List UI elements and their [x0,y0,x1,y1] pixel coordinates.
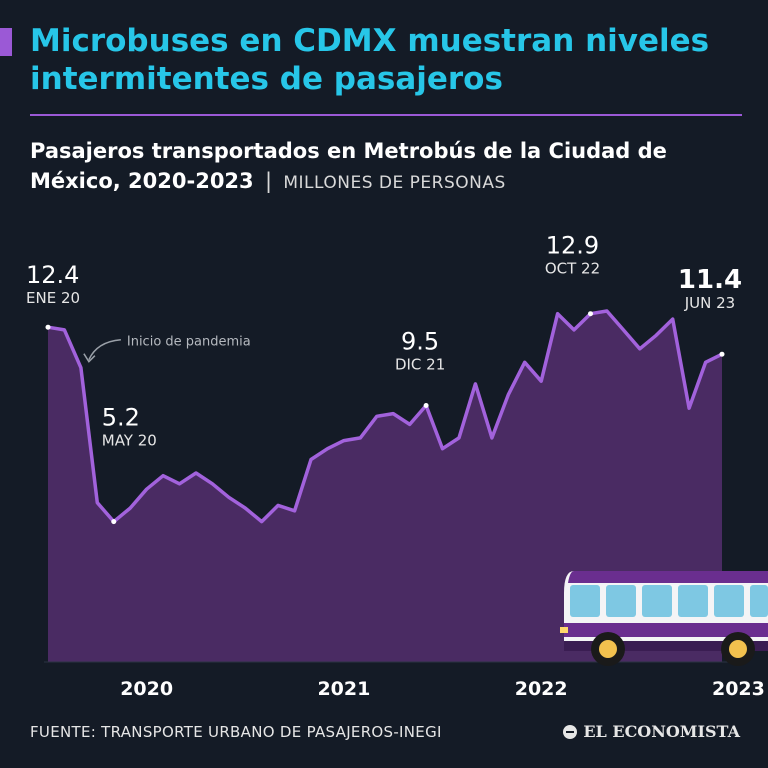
annotation-marker [719,351,725,357]
annotation-value: 11.4 [678,265,742,295]
x-tick-label: 2023 [712,678,765,700]
annotation-date: ENE 20 [26,289,80,307]
callout-arrowhead [83,353,96,363]
subtitle-separator: | [264,169,273,193]
annotation-marker [45,324,51,330]
x-axis: 2020 2021 2022 2023 [120,678,765,700]
annotation-marker [587,311,593,317]
annotation-date: JUN 23 [684,294,735,312]
brand-mark-icon [563,724,578,739]
area-fill [48,311,722,662]
annotation-marker [423,403,429,408]
annotation-marker [111,519,117,525]
annotation-date: DIC 21 [395,356,445,374]
annotation-date: OCT 22 [545,260,600,278]
callout-text: Inicio de pandemia [127,335,251,350]
series-line [47,309,723,524]
chart-subtitle: Pasajeros transportados en Metrobús de l… [30,136,750,198]
x-tick-label: 2022 [515,678,568,700]
annotation-date: MAY 20 [102,432,157,450]
annotation-value: 9.5 [401,328,439,356]
accent-bar [0,28,12,56]
annotation-value: 12.9 [546,232,599,260]
source-note: FUENTE: TRANSPORTE URBANO DE PASAJEROS-I… [30,723,442,741]
annotation-value: 5.2 [102,404,140,432]
brand-logo: EL ECONOMISTA [563,722,740,741]
bus-icon [560,571,768,666]
area-layer [44,309,740,663]
x-tick-label: 2021 [317,678,370,700]
brand-name: EL ECONOMISTA [583,722,740,741]
page-title: Microbuses en CDMX muestran niveles inte… [30,23,710,97]
x-tick-label: 2020 [120,678,173,700]
unit-label: MILLONES DE PERSONAS [283,173,506,193]
annotation-value: 12.4 [26,261,79,289]
callout-arrow [88,338,121,361]
subtitle-text: Pasajeros transportados en Metrobús de l… [30,139,667,193]
title-divider [30,114,742,116]
